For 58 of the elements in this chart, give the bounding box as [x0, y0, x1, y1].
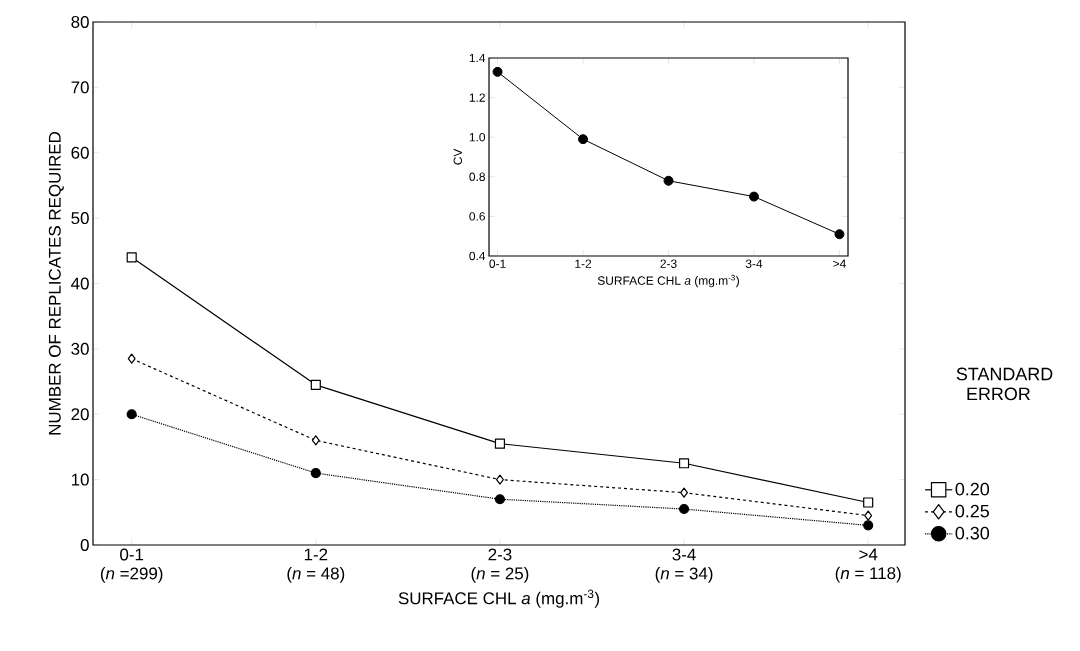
text: (n = 48)	[287, 566, 345, 583]
x-tick-label: 0-1	[489, 259, 506, 268]
y-tick-label: 70	[71, 81, 89, 94]
point	[311, 435, 320, 446]
y-tick-label: 0	[80, 538, 89, 551]
legend-label: 0.30	[955, 526, 990, 540]
point	[678, 503, 690, 515]
legend-title: STANDARD ERROR	[956, 367, 1053, 401]
x-tick-label: 2-3	[488, 548, 512, 561]
text: (n = 25)	[471, 566, 529, 583]
x-tick-label: >4	[833, 259, 846, 268]
point	[492, 66, 503, 77]
point	[834, 229, 845, 240]
y-tick-label: 0.8	[469, 172, 485, 182]
point	[663, 175, 674, 186]
y-tick-label: 40	[71, 277, 89, 290]
y-tick-label: 50	[71, 212, 89, 225]
y-tick-label: 1.2	[469, 93, 485, 102]
point	[310, 379, 321, 390]
y-tick-label: 0.4	[469, 251, 486, 261]
point	[678, 458, 690, 469]
x-tick-label: >4	[859, 548, 878, 561]
point	[127, 353, 136, 364]
point	[863, 520, 874, 531]
point	[863, 497, 874, 508]
y-tick-label: 80	[71, 16, 89, 28]
point	[749, 191, 759, 202]
x-tick-label: 1-2	[304, 548, 328, 561]
y-tick-label: 1.4	[469, 53, 486, 63]
text: (n =299)	[100, 566, 163, 583]
text: (n = 34)	[655, 566, 713, 583]
x-axis-title: SURFACE CHL a (mg.m$^{-3}$)	[398, 589, 599, 608]
point	[126, 409, 137, 420]
y-tick-label: 30	[71, 342, 89, 355]
y-tick-label: 0.6	[469, 212, 485, 221]
point	[494, 438, 506, 449]
point	[310, 467, 321, 479]
y-tick-label: 10	[71, 473, 89, 486]
point	[864, 510, 873, 521]
x-axis-title: SURFACE CHL a (mg.m$^{-3}$)	[597, 274, 739, 288]
y-tick-label: 1.0	[469, 132, 486, 142]
y-axis-title: CV	[453, 148, 463, 165]
x-tick-label: 3-4	[745, 259, 763, 268]
legend-label: 0.20	[955, 482, 990, 496]
y-axis-title: NUMBER OF REPLICATES REQUIRED	[48, 132, 64, 435]
point	[680, 487, 689, 498]
text: (n = 118)	[835, 566, 901, 583]
y-tick-label: 60	[71, 146, 89, 159]
legend-label: 0.25	[955, 504, 989, 518]
x-tick-label: 0-1	[120, 548, 144, 561]
x-tick-label: 2-3	[660, 259, 677, 268]
y-tick-label: 20	[71, 408, 89, 421]
point	[495, 474, 504, 485]
point	[578, 134, 589, 145]
x-tick-label: 1-2	[575, 259, 592, 268]
point	[494, 494, 506, 505]
x-tick-label: 3-4	[672, 548, 696, 561]
point	[126, 252, 137, 263]
